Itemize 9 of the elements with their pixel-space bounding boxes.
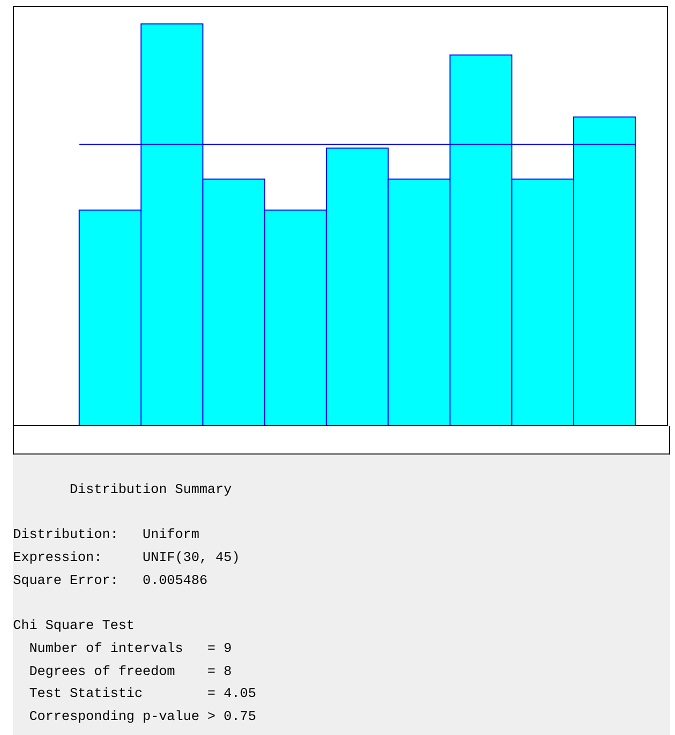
text: Test Statistic = 4.05 xyxy=(28,686,258,704)
text: Chi Square Test xyxy=(13,618,136,636)
text: Corresponding p-value > 0.75 xyxy=(28,708,258,727)
text: Expression: UNIF(30, 45) xyxy=(13,550,241,568)
text: Distribution Summary xyxy=(68,482,233,500)
text: Square Error: 0.005486 xyxy=(13,572,208,591)
text: Number of intervals = 9 xyxy=(28,640,233,659)
text: Distribution: Uniform xyxy=(13,527,200,546)
text: Degrees of freedom = 8 xyxy=(28,664,233,682)
